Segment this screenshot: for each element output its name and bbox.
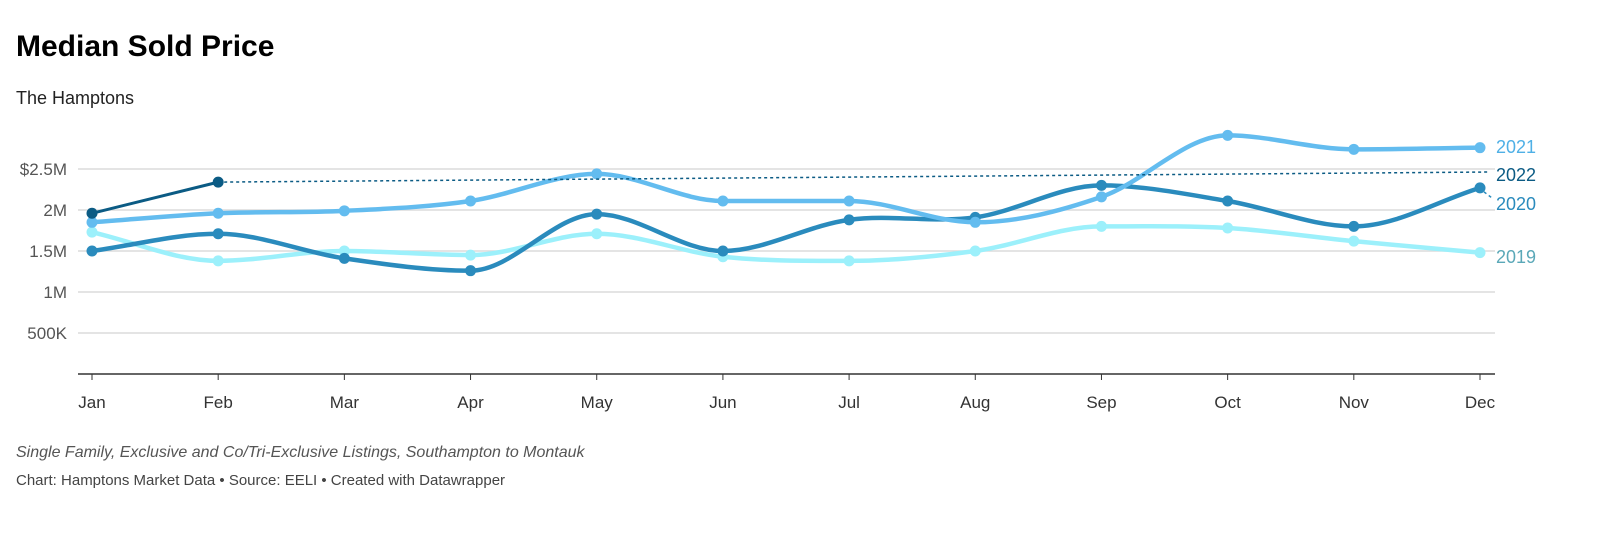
y-tick-label: 1M xyxy=(43,283,67,302)
data-point-2022 xyxy=(86,207,98,219)
data-point-2020 xyxy=(86,245,98,257)
data-point-2019 xyxy=(1348,235,1360,247)
data-point-2020 xyxy=(591,208,603,220)
chart-subtitle: The Hamptons xyxy=(16,88,135,108)
y-tick-label: 1.5M xyxy=(29,242,67,261)
y-tick-label: 2M xyxy=(43,201,67,220)
series-label-2021: 2021 xyxy=(1496,137,1536,157)
data-point-2021 xyxy=(86,216,98,228)
data-point-2020 xyxy=(338,252,350,264)
chart-note: Single Family, Exclusive and Co/Tri-Excl… xyxy=(16,444,585,461)
label-connector-2020 xyxy=(1483,191,1493,199)
data-point-2019 xyxy=(843,255,855,267)
data-point-2019 xyxy=(1474,247,1486,259)
series-line-2022 xyxy=(90,180,220,215)
x-tick-label: Dec xyxy=(1465,393,1496,412)
data-point-2021 xyxy=(338,205,350,217)
data-point-2020 xyxy=(843,214,855,226)
x-tick-label: Jun xyxy=(709,393,736,412)
label-connector-2022 xyxy=(218,171,1491,183)
data-point-2019 xyxy=(212,255,224,267)
x-tick-label: Sep xyxy=(1086,393,1116,412)
data-point-2020 xyxy=(465,265,477,277)
data-point-2021 xyxy=(969,216,981,228)
data-point-2021 xyxy=(1474,142,1486,154)
data-point-2021 xyxy=(1222,129,1234,141)
data-point-2020 xyxy=(1222,195,1234,207)
data-point-2021 xyxy=(591,168,603,180)
data-point-2021 xyxy=(843,195,855,207)
data-point-2020 xyxy=(1474,182,1486,194)
x-tick-label: May xyxy=(581,393,614,412)
x-tick-label: Feb xyxy=(204,393,233,412)
series-line-2020 xyxy=(89,183,1483,273)
x-tick-label: Mar xyxy=(330,393,360,412)
series-label-2020: 2020 xyxy=(1496,194,1536,214)
data-point-2020 xyxy=(1095,179,1107,191)
data-point-2019 xyxy=(969,245,981,257)
series-line-2021 xyxy=(89,133,1483,225)
x-tick-label: Jul xyxy=(838,393,860,412)
x-tick-label: Apr xyxy=(457,393,484,412)
data-point-2019 xyxy=(86,226,98,238)
series-label-2022: 2022 xyxy=(1496,165,1536,185)
data-point-2019 xyxy=(1222,222,1234,234)
series-label-2019: 2019 xyxy=(1496,247,1536,267)
data-point-2019 xyxy=(465,249,477,261)
series-line-2019 xyxy=(89,224,1483,264)
x-tick-label: Oct xyxy=(1214,393,1241,412)
data-point-2021 xyxy=(212,207,224,219)
data-point-2021 xyxy=(717,195,729,207)
data-point-2021 xyxy=(1348,143,1360,155)
x-tick-label: Jan xyxy=(78,393,105,412)
data-point-2019 xyxy=(591,228,603,240)
x-tick-label: Aug xyxy=(960,393,990,412)
data-point-2021 xyxy=(1095,191,1107,203)
chart-title: Median Sold Price xyxy=(16,30,275,63)
x-tick-label: Nov xyxy=(1339,393,1370,412)
data-point-2020 xyxy=(1348,220,1360,232)
data-point-2020 xyxy=(212,228,224,240)
data-point-2020 xyxy=(717,245,729,257)
y-tick-label: 500K xyxy=(27,324,67,343)
data-point-2019 xyxy=(1095,220,1107,232)
chart-credit: Chart: Hamptons Market Data • Source: EE… xyxy=(16,472,506,489)
y-tick-label: $2.5M xyxy=(20,160,67,179)
data-point-2021 xyxy=(465,195,477,207)
